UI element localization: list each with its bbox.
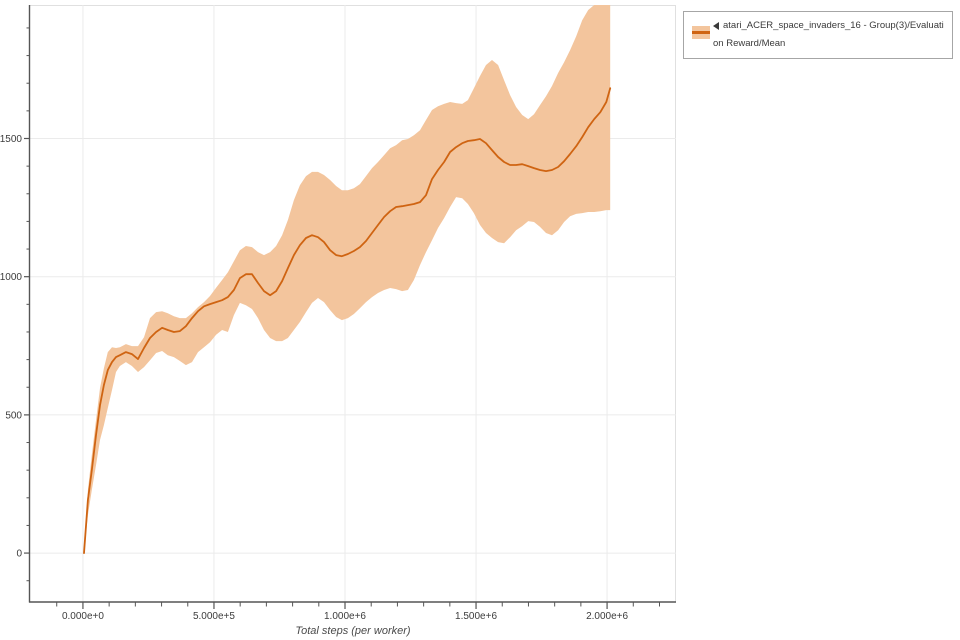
- legend[interactable]: atari_ACER_space_invaders_16 - Group(3)/…: [683, 11, 953, 59]
- x-tick-label: 1.500e+6: [455, 611, 497, 622]
- legend-swatch-line-icon: [692, 31, 710, 34]
- y-tick-label: 1500: [0, 134, 22, 145]
- y-tick-label: 1000: [0, 272, 22, 283]
- legend-label-text1: atari_ACER_space_invaders_16 - Group(3)/…: [723, 20, 944, 31]
- series-confidence-band: [84, 5, 611, 554]
- legend-label: atari_ACER_space_invaders_16 - Group(3)/…: [713, 17, 944, 53]
- series-mean-line: [83, 87, 612, 554]
- series-marker-icon: [713, 22, 719, 30]
- x-tick-label: 5.000e+5: [193, 611, 235, 622]
- y-tick-label: 0: [16, 549, 22, 560]
- axes-layer: 0.000e+0 5.000e+5 1.000e+6 1.500e+6 2.000e+6…: [0, 5, 676, 622]
- series-layer: [83, 5, 612, 554]
- legend-label-line2: on Reward/Mean: [713, 35, 944, 53]
- y-tick-label: 500: [5, 410, 22, 421]
- x-tick-label: 0.000e+0: [62, 611, 104, 622]
- legend-label-line1: atari_ACER_space_invaders_16 - Group(3)/…: [713, 17, 944, 35]
- plot-borders: [30, 5, 676, 602]
- x-axis-label: Total steps (per worker): [295, 625, 410, 637]
- x-tick-label: 2.000e+6: [586, 611, 628, 622]
- x-tick-label: 1.000e+6: [324, 611, 366, 622]
- legend-swatch: [692, 26, 710, 39]
- legend-label-text2: on Reward/Mean: [713, 38, 786, 49]
